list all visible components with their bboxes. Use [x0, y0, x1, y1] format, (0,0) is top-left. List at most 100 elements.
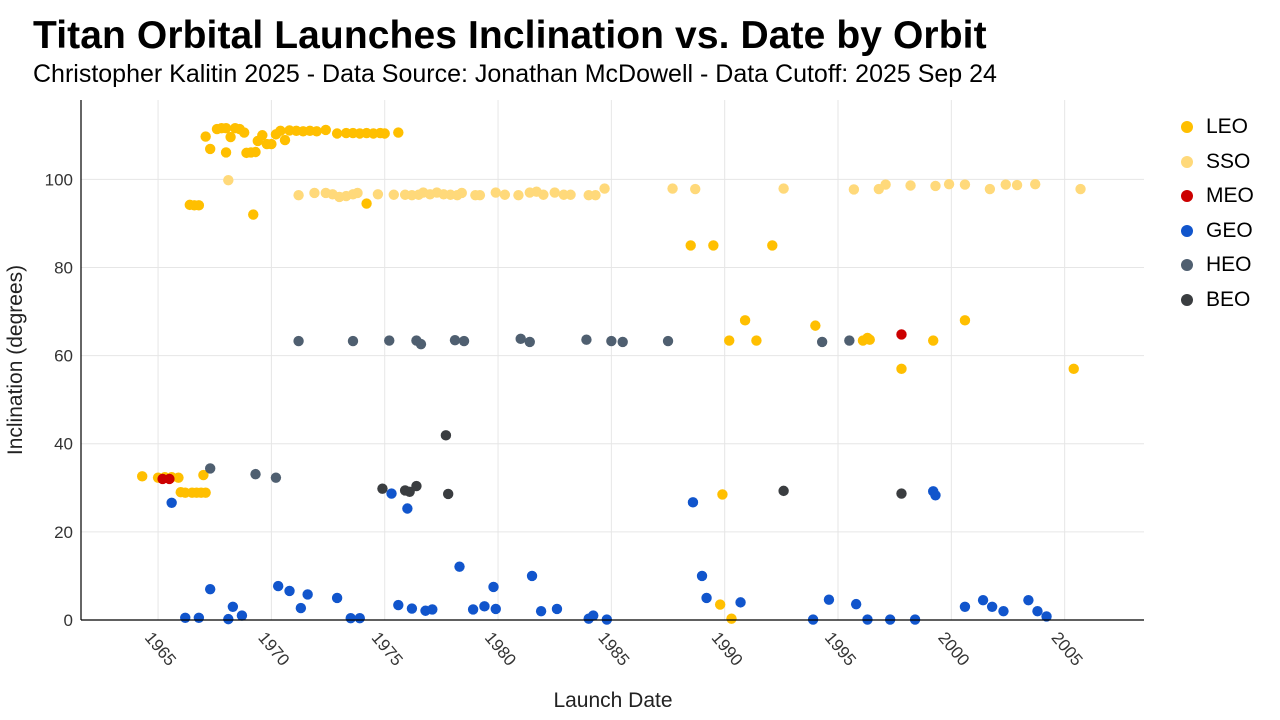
data-point-heo: [581, 334, 592, 345]
data-point-leo: [717, 489, 728, 500]
legend-item-geo[interactable]: GEO: [1178, 214, 1254, 249]
data-point-geo: [687, 497, 699, 508]
legend-item-leo[interactable]: LEO: [1178, 110, 1254, 145]
data-point-leo: [331, 128, 343, 139]
data-point-heo: [204, 463, 216, 474]
data-point-geo: [180, 612, 191, 623]
data-point-sso: [474, 189, 486, 201]
data-point-leo: [193, 200, 205, 211]
data-point-sso: [599, 183, 610, 194]
data-point-geo: [204, 583, 216, 595]
data-point-geo: [295, 602, 307, 614]
series-sso: [223, 175, 1086, 203]
data-point-leo: [320, 124, 331, 136]
y-tick-label: 60: [54, 347, 73, 366]
data-point-leo: [136, 471, 148, 482]
chart-title: Titan Orbital Launches Inclination vs. D…: [33, 14, 987, 57]
legend: LEO SSO MEO GEO HEO BEO: [1178, 110, 1254, 317]
y-tick-label: 40: [54, 435, 73, 454]
series-meo: [157, 329, 907, 485]
legend-item-beo[interactable]: BEO: [1178, 283, 1254, 318]
data-point-leo: [279, 134, 291, 146]
data-point-heo: [384, 335, 395, 346]
data-point-geo: [402, 503, 413, 514]
series-heo: [204, 333, 855, 483]
data-point-heo: [415, 338, 427, 350]
series-geo: [166, 486, 1052, 625]
legend-item-heo[interactable]: HEO: [1178, 248, 1254, 283]
data-point-geo: [193, 612, 205, 623]
data-point-leo: [724, 335, 735, 346]
x-tick-label: 1965: [141, 628, 180, 669]
data-point-heo: [449, 334, 461, 346]
data-point-sso: [456, 187, 467, 199]
grid: [81, 100, 1144, 620]
data-point-sso: [388, 189, 399, 200]
x-tick-label: 2005: [1048, 628, 1087, 669]
data-point-geo: [850, 598, 862, 610]
data-point-geo: [959, 601, 971, 612]
data-point-geo: [1032, 605, 1043, 617]
y-tick-label: 100: [45, 170, 73, 189]
x-tick-label: 1980: [481, 628, 520, 669]
axes: [80, 100, 1144, 621]
data-point-leo: [714, 599, 726, 610]
legend-label: LEO: [1206, 115, 1249, 139]
y-tick-label: 80: [54, 258, 73, 277]
data-point-leo: [361, 198, 372, 209]
data-point-sso: [352, 187, 363, 199]
data-point-leo: [1068, 363, 1079, 375]
data-point-geo: [284, 585, 295, 597]
legend-marker-icon: [1181, 121, 1193, 134]
data-point-geo: [977, 594, 989, 606]
data-point-sso: [1000, 179, 1011, 190]
series-beo: [377, 430, 907, 500]
legend-marker-icon: [1181, 190, 1193, 203]
x-tick-label: 1990: [708, 628, 747, 669]
data-point-heo: [524, 336, 535, 348]
x-axis-title: Launch Date: [553, 689, 672, 712]
chart-subtitle: Christopher Kalitin 2025 - Data Source: …: [33, 60, 997, 88]
x-tick-label: 1995: [821, 628, 860, 669]
data-point-meo: [164, 473, 175, 485]
data-point-sso: [490, 187, 501, 198]
data-point-heo: [816, 336, 828, 348]
data-point-geo: [331, 592, 343, 604]
data-point-leo: [173, 472, 184, 483]
x-tick-label: 2000: [934, 628, 973, 669]
data-point-leo: [225, 131, 236, 143]
y-axis-title: Inclination (degrees): [4, 265, 27, 455]
data-point-geo: [166, 497, 177, 508]
data-point-sso: [499, 189, 511, 200]
data-point-geo: [535, 605, 547, 617]
series-leo: [136, 123, 1079, 624]
data-point-sso: [1030, 178, 1041, 190]
data-point-leo: [248, 209, 259, 220]
legend-item-meo[interactable]: MEO: [1178, 179, 1254, 214]
data-point-leo: [257, 130, 268, 141]
legend-item-sso[interactable]: SSO: [1178, 145, 1254, 180]
x-tick-label: 1970: [254, 628, 293, 669]
legend-label: BEO: [1206, 287, 1251, 311]
data-point-sso: [778, 183, 789, 194]
data-point-geo: [393, 599, 404, 611]
legend-label: GEO: [1206, 218, 1253, 242]
data-point-leo: [896, 363, 907, 375]
data-point-leo: [220, 147, 232, 158]
data-point-sso: [959, 179, 971, 190]
data-point-leo: [864, 334, 875, 345]
data-point-leo: [751, 335, 762, 346]
data-point-geo: [735, 597, 746, 608]
legend-marker-icon: [1181, 293, 1193, 306]
data-point-sso: [930, 180, 941, 192]
data-point-sso: [667, 183, 678, 194]
data-point-sso: [1075, 183, 1086, 195]
data-point-sso: [984, 183, 996, 195]
data-point-geo: [526, 570, 538, 582]
data-point-beo: [404, 486, 415, 497]
data-point-heo: [515, 333, 526, 345]
data-point-leo: [708, 240, 719, 251]
data-point-beo: [778, 485, 789, 497]
data-point-sso: [549, 187, 560, 198]
data-point-heo: [458, 335, 470, 347]
